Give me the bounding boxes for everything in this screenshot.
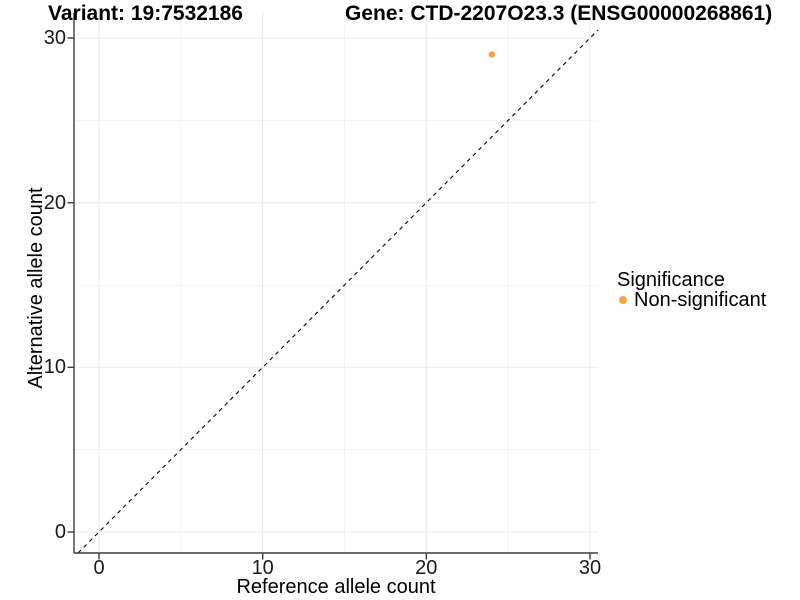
plot-title-gene: Gene: CTD-2207O23.3 (ENSG00000268861) xyxy=(345,2,773,25)
data-point xyxy=(488,51,495,58)
y-axis-title: Alternative allele count xyxy=(25,187,47,389)
legend-key-dot-icon xyxy=(619,296,627,304)
legend-title: Significance xyxy=(617,269,725,291)
x-tick-label-0: 0 xyxy=(93,557,105,579)
x-axis-ticks xyxy=(98,553,591,560)
plot-title-variant: Variant: 19:7532186 xyxy=(48,2,243,25)
y-tick-label-20: 20 xyxy=(43,192,66,214)
grid-major xyxy=(74,13,598,553)
grid-minor xyxy=(74,13,598,553)
x-axis-title: Reference allele count xyxy=(236,576,436,598)
y-axis-ticks xyxy=(67,37,74,533)
y-tick-label-10: 10 xyxy=(43,356,66,378)
y-tick-label-0: 0 xyxy=(54,521,66,543)
identity-line xyxy=(77,29,599,554)
y-tick-label-30: 30 xyxy=(43,27,66,49)
x-tick-label-20: 20 xyxy=(415,557,438,579)
x-tick-label-30: 30 xyxy=(578,557,602,579)
legend-item-label: Non-significant xyxy=(634,289,767,311)
x-tick-label-10: 10 xyxy=(251,557,274,579)
